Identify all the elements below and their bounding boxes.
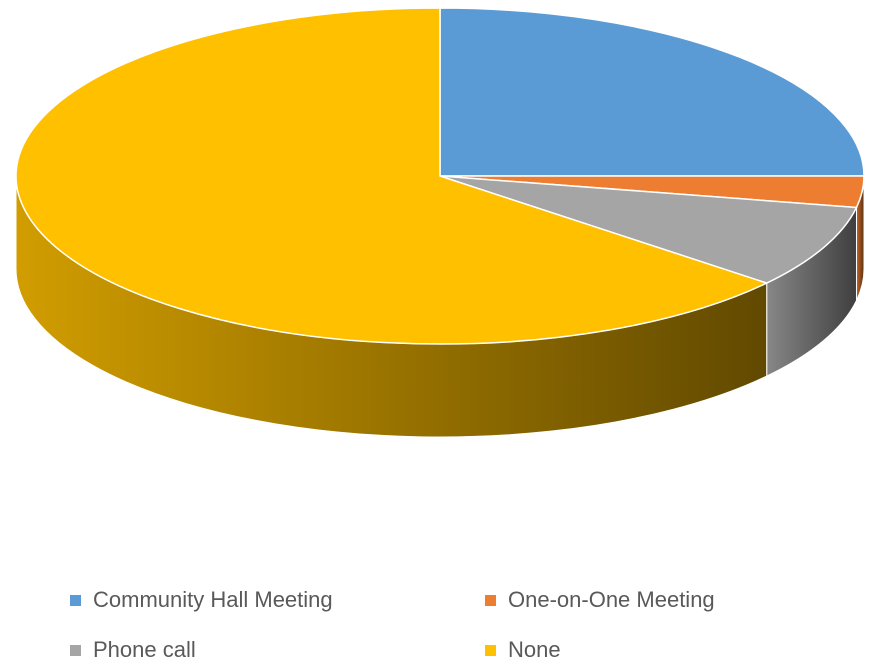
legend-item-phone-call: Phone call [70, 637, 196, 663]
legend-item-community-hall-meeting: Community Hall Meeting [70, 587, 333, 613]
legend-swatch-none [485, 644, 496, 656]
legend-label-community-hall-meeting: Community Hall Meeting [93, 587, 333, 612]
slice-none [15, 7, 768, 345]
legend-item-none: None [485, 637, 561, 663]
legend-label-phone-call: Phone call [93, 637, 196, 662]
legend-swatch-phone-call [70, 644, 81, 656]
legend-label-one-on-one-meeting: One-on-One Meeting [508, 587, 715, 612]
pie-chart-plot [15, 7, 865, 438]
slice-phone-call [439, 175, 858, 284]
slice-community-hall-meeting [439, 7, 865, 177]
legend-label-none: None [508, 637, 561, 662]
legend-swatch-community-hall-meeting [70, 594, 81, 606]
legend-item-one-on-one-meeting: One-on-One Meeting [485, 587, 715, 613]
legend-swatch-one-on-one-meeting [485, 594, 496, 606]
pie-tops [15, 7, 865, 345]
